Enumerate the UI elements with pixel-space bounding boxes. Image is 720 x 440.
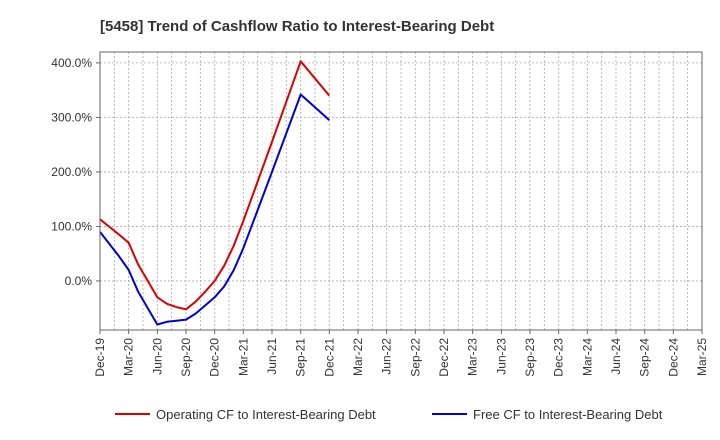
x-tick-label: Jun-21 xyxy=(265,338,279,375)
series-line-2 xyxy=(99,93,330,326)
x-tick-label: Mar-22 xyxy=(351,338,365,376)
y-axis-labels: 0.0% 100.0% 200.0% 300.0% 400.0% xyxy=(51,56,100,288)
x-tick-label: Mar-23 xyxy=(466,338,480,376)
x-tick-label: Mar-25 xyxy=(695,338,709,376)
y-tick-label: 0.0% xyxy=(65,274,93,288)
x-tick-label: Jun-20 xyxy=(150,338,164,375)
x-tick-label: Sep-24 xyxy=(638,338,652,377)
chart-title: [5458] Trend of Cashflow Ratio to Intere… xyxy=(100,18,494,35)
x-tick-label: Dec-22 xyxy=(437,338,451,377)
x-axis-labels: Dec-19 Mar-20 Jun-20 Sep-20 Dec-20 Mar-21 Jun-… xyxy=(93,330,709,377)
plot-frame xyxy=(99,51,703,331)
chart-grid xyxy=(99,52,703,330)
x-tick-label: Dec-23 xyxy=(552,338,566,377)
legend: Operating CF to Interest-Bearing Debt Fre… xyxy=(115,407,663,422)
x-tick-label: Sep-20 xyxy=(179,338,193,377)
series-lines xyxy=(99,60,331,326)
x-tick-label: Sep-23 xyxy=(523,338,537,377)
legend-label-2: Free CF to Interest-Bearing Debt xyxy=(473,407,663,422)
y-tick-label: 300.0% xyxy=(51,110,92,124)
x-tick-label: Dec-19 xyxy=(93,338,107,377)
legend-label-1: Operating CF to Interest-Bearing Debt xyxy=(156,407,376,422)
y-tick-label: 200.0% xyxy=(51,165,92,179)
x-tick-label: Sep-21 xyxy=(294,338,308,377)
y-tick-label: 400.0% xyxy=(51,56,92,70)
x-tick-label: Jun-22 xyxy=(380,338,394,375)
x-tick-label: Dec-24 xyxy=(666,338,680,377)
x-tick-label: Mar-20 xyxy=(122,338,136,376)
x-tick-label: Sep-22 xyxy=(408,338,422,377)
series-line-1 xyxy=(99,60,331,311)
x-tick-label: Mar-21 xyxy=(236,338,250,376)
x-tick-label: Jun-23 xyxy=(494,338,508,375)
x-tick-label: Dec-21 xyxy=(322,338,336,377)
x-tick-label: Jun-24 xyxy=(609,338,623,375)
x-tick-label: Dec-20 xyxy=(208,338,222,377)
y-tick-label: 100.0% xyxy=(51,219,92,233)
x-tick-label: Mar-24 xyxy=(580,338,594,376)
